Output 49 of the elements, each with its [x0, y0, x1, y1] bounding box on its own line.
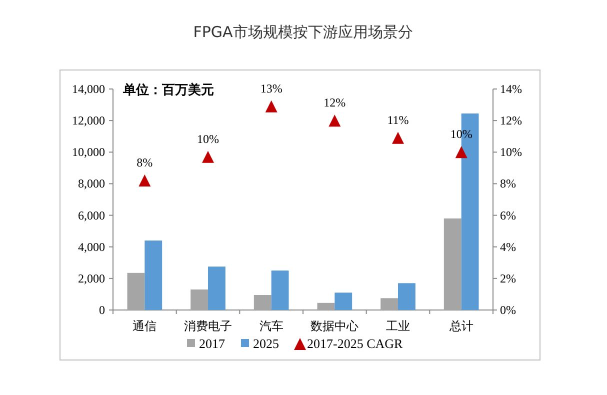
bar: [444, 218, 462, 310]
bar: [317, 302, 335, 310]
bar: [127, 272, 145, 310]
y2-tick-label: 4%: [500, 240, 516, 254]
x-tick-label: 消费电子: [184, 319, 232, 333]
legend-label: 2017-2025 CAGR: [307, 336, 404, 351]
x-tick-label: 总计: [448, 319, 474, 333]
y-tick-label: 4,000: [78, 240, 105, 254]
bar: [208, 266, 226, 310]
x-tick-label: 通信: [132, 319, 157, 333]
data-label: 10%: [197, 132, 219, 146]
point: [455, 146, 468, 158]
data-label: 13%: [260, 81, 282, 96]
bar: [380, 298, 398, 310]
legend-label: 2017: [199, 336, 226, 351]
y2-tick-label: 0%: [500, 303, 516, 317]
x-tick-label: 汽车: [259, 319, 284, 333]
y-tick-label: 0: [99, 303, 105, 317]
bar: [254, 295, 272, 310]
y2-tick-label: 6%: [500, 208, 516, 222]
data-label: 8%: [136, 156, 153, 170]
point: [328, 114, 341, 127]
bar: [190, 289, 208, 310]
y2-tick-label: 12%: [500, 114, 522, 128]
y-tick-label: 6,000: [78, 208, 105, 222]
bar: [271, 270, 289, 310]
y-tick-label: 10,000: [72, 145, 105, 160]
data-label: 11%: [387, 112, 409, 127]
y2-tick-label: 8%: [500, 176, 516, 191]
data-label: 12%: [324, 96, 346, 110]
y2-tick-label: 2%: [500, 271, 516, 286]
legend-label: 2025: [253, 336, 279, 351]
y-tick-label: 12,000: [72, 114, 105, 128]
point: [265, 100, 278, 112]
chart-title: FPGA市场规模按下游应用场景分: [193, 23, 413, 41]
bar: [144, 240, 162, 310]
x-tick-label: 数据中心: [310, 319, 359, 333]
y-tick-label: 8,000: [78, 176, 105, 191]
y2-tick-label: 10%: [500, 145, 522, 160]
y2-tick-label: 14%: [500, 82, 522, 96]
x-tick-label: 工业: [386, 319, 410, 333]
y-tick-label: 2,000: [78, 271, 105, 286]
bar: [398, 283, 416, 310]
point: [202, 150, 214, 163]
point: [392, 132, 404, 144]
annotation: 单位：百万美元: [122, 82, 214, 98]
bar: [334, 292, 352, 310]
point: [138, 174, 151, 187]
y-tick-label: 14,000: [72, 82, 105, 96]
